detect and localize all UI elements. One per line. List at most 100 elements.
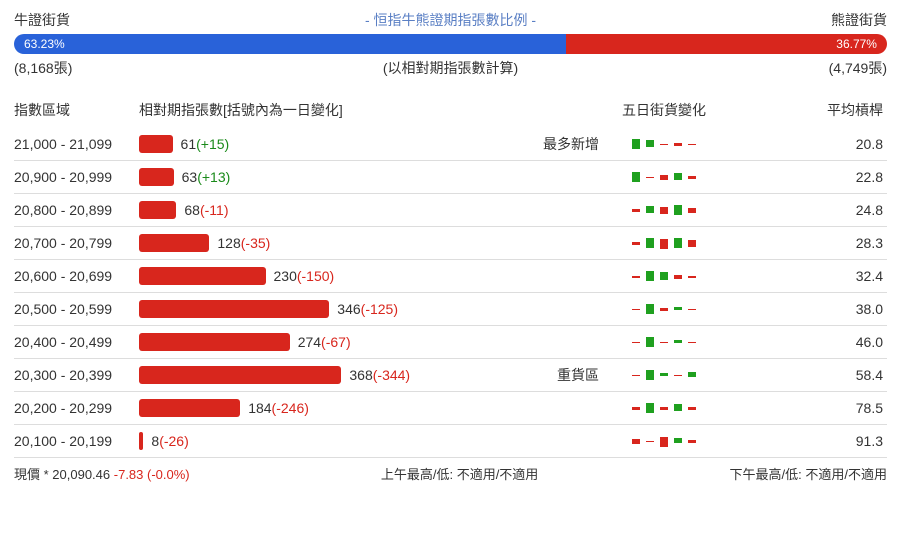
bar-value-label: 230(-150) [274,268,335,284]
range-cell: 20,900 - 20,999 [14,169,139,185]
bull-segment: 63.23% [14,34,566,54]
sparkline-cell [599,198,729,222]
footer-row: 現價 * 20,090.46 -7.83 (-0.0%) 上午最高/低: 不適用… [14,464,887,483]
leverage-cell: 58.4 [729,367,887,383]
leverage-cell: 38.0 [729,301,887,317]
bar-value-label: 274(-67) [298,334,351,350]
am-label: 上午最高/低: [381,467,453,482]
bar-cell: 63(+13) [139,168,529,186]
bar-cell: 8(-26) [139,432,529,450]
sparkline-cell [599,165,729,189]
pm-block: 下午最高/低: 不適用/不適用 [730,464,887,483]
range-cell: 20,500 - 20,599 [14,301,139,317]
ratio-bar: 63.23% 36.77% [14,34,887,54]
table-row: 20,300 - 20,399368(-344)重貨區58.4 [14,359,887,392]
table-row: 21,000 - 21,099 61(+15) 最多新增 20.8 [14,128,887,161]
sparkline [632,165,696,189]
table-row: 20,700 - 20,799128(-35)28.3 [14,227,887,260]
sparkline [632,264,696,288]
pm-value: 不適用/不適用 [805,467,887,482]
col-header-range: 指數區域 [14,100,139,120]
bar-fill [139,333,290,351]
sparkline-cell [599,363,729,387]
range-cell: 20,600 - 20,699 [14,268,139,284]
am-block: 上午最高/低: 不適用/不適用 [381,464,538,483]
price-label: 現價 * [14,467,49,482]
bar-value-label: 128(-35) [217,235,270,251]
table-row: 20,500 - 20,599 346(-125) 38.0 [14,293,887,326]
bar-cell: 368(-344) [139,366,529,384]
sparkline [632,198,696,222]
sparkline-cell [599,297,729,321]
sparkline-cell [599,429,729,453]
bar-cell: 184(-246) [139,399,529,417]
bar-value-label: 8(-26) [151,433,188,449]
sparkline-cell [599,396,729,420]
sparkline [632,363,696,387]
table-row: 20,200 - 20,299 184(-246) 78.5 [14,392,887,425]
bar-value-label: 368(-344) [349,367,410,383]
table-row: 20,800 - 20,89968(-11)24.8 [14,194,887,227]
bar-value-label: 63(+13) [182,169,231,185]
sparkline [632,330,696,354]
sparkline-cell [599,330,729,354]
bar-cell: 61(+15) [139,135,529,153]
sparkline-cell [599,264,729,288]
price-block: 現價 * 20,090.46 -7.83 (-0.0%) [14,464,190,483]
range-cell: 20,700 - 20,799 [14,235,139,251]
bar-fill [139,201,176,219]
bar-fill [139,168,174,186]
bar-value-label: 346(-125) [337,301,398,317]
table-row: 20,400 - 20,499274(-67)46.0 [14,326,887,359]
range-cell: 21,000 - 21,099 [14,136,139,152]
header-title: - 恒指牛熊證期指張數比例 - [365,10,536,30]
bar-value-label: 184(-246) [248,400,309,416]
bar-fill [139,300,329,318]
bar-cell: 274(-67) [139,333,529,351]
bar-fill [139,267,266,285]
bar-cell: 230(-150) [139,267,529,285]
range-cell: 20,300 - 20,399 [14,367,139,383]
warrant-distribution-panel: 牛證街貨 - 恒指牛熊證期指張數比例 - 熊證街貨 63.23% 36.77% … [0,0,901,493]
bar-fill [139,399,240,417]
table-body: 21,000 - 21,099 61(+15) 最多新增 20.8 20,900 - 2… [14,128,887,458]
leverage-cell: 24.8 [729,202,887,218]
sparkline [632,429,696,453]
bar-fill [139,366,341,384]
bar-cell: 346(-125) [139,300,529,318]
sparkline-cell [599,132,729,156]
bar-cell: 68(-11) [139,201,529,219]
am-value: 不適用/不適用 [457,467,539,482]
leverage-cell: 46.0 [729,334,887,350]
sparkline [632,297,696,321]
bar-cell: 128(-35) [139,234,529,252]
range-cell: 20,200 - 20,299 [14,400,139,416]
bear-label: 熊證街貨 [831,10,887,30]
count-row: (8,168張) (以相對期指張數計算) (4,749張) [14,58,887,78]
distribution-table: 指數區域 相對期指張數[括號內為一日變化] 五日街貨變化 平均槓桿 21,000… [14,96,887,458]
bar-value-label: 61(+15) [181,136,230,152]
ratio-header: 牛證街貨 - 恒指牛熊證期指張數比例 - 熊證街貨 [14,10,887,30]
sparkline [632,396,696,420]
table-header-row: 指數區域 相對期指張數[括號內為一日變化] 五日街貨變化 平均槓桿 [14,96,887,128]
bull-count: (8,168張) [14,58,72,78]
leverage-cell: 22.8 [729,169,887,185]
sparkline [632,231,696,255]
price-change: -7.83 (-0.0%) [114,467,190,482]
col-header-fiveday: 五日街貨變化 [599,100,729,120]
col-header-leverage: 平均槓桿 [729,100,887,120]
leverage-cell: 91.3 [729,433,887,449]
pm-label: 下午最高/低: [730,467,802,482]
bear-segment: 36.77% [566,34,887,54]
range-cell: 20,100 - 20,199 [14,433,139,449]
bar-fill [139,432,143,450]
leverage-cell: 78.5 [729,400,887,416]
sparkline-cell [599,231,729,255]
table-row: 20,600 - 20,699230(-150)32.4 [14,260,887,293]
price-value: 20,090.46 [52,467,110,482]
sparkline [632,132,696,156]
tag-cell: 最多新增 [529,134,599,154]
col-header-contracts: 相對期指張數[括號內為一日變化] [139,100,529,120]
leverage-cell: 20.8 [729,136,887,152]
bull-label: 牛證街貨 [14,10,70,30]
